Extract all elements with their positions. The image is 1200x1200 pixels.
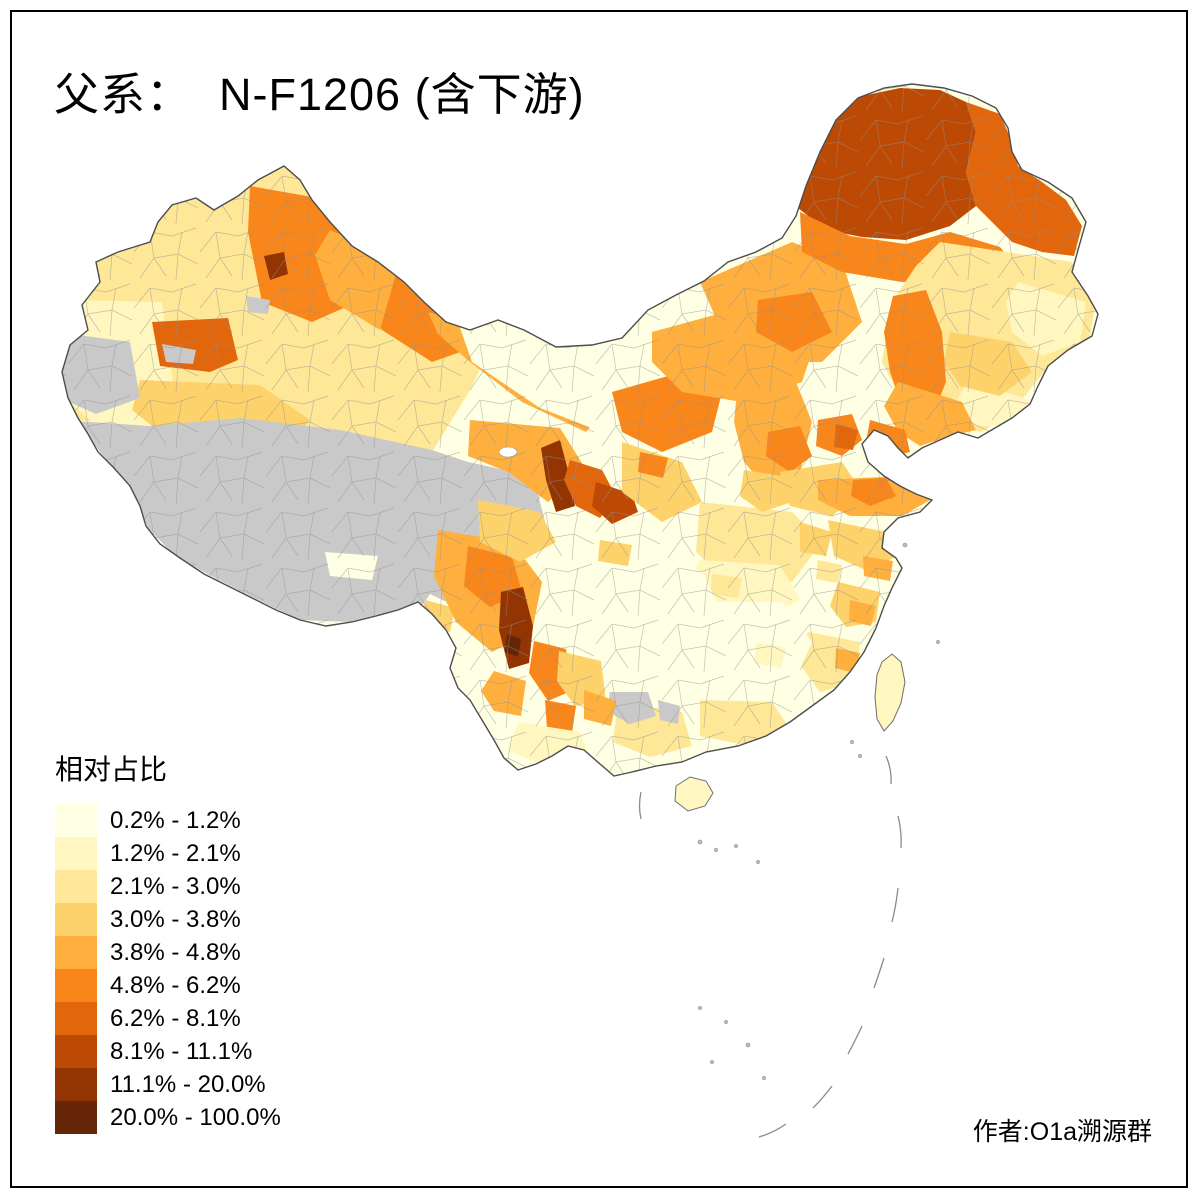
legend-item: 3.8% - 4.8% xyxy=(55,936,281,969)
map-fill-layer xyxy=(62,84,1098,776)
attribution: 作者:O1a溯源群 xyxy=(972,1118,1152,1146)
legend-label: 20.0% - 100.0% xyxy=(110,1103,281,1131)
legend-swatch xyxy=(55,1101,97,1134)
legend-label: 8.1% - 11.1% xyxy=(110,1037,253,1065)
small-islands xyxy=(697,542,940,1080)
legend-label: 3.0% - 3.8% xyxy=(110,905,241,933)
legend-item: 4.8% - 6.2% xyxy=(55,969,281,1002)
legend-item: 3.0% - 3.8% xyxy=(55,903,281,936)
legend-swatch xyxy=(55,870,97,903)
legend-label: 1.2% - 2.1% xyxy=(110,839,241,867)
south-china-sea-dashes xyxy=(638,755,902,1138)
legend-swatch xyxy=(55,1002,97,1035)
legend-label: 2.1% - 3.0% xyxy=(110,872,241,900)
legend-swatch xyxy=(55,936,97,969)
legend-label: 0.2% - 1.2% xyxy=(110,806,241,834)
taiwan-island xyxy=(874,653,906,732)
legend-item: 2.1% - 3.0% xyxy=(55,870,281,903)
legend-item: 20.0% - 100.0% xyxy=(55,1101,281,1134)
legend-swatch xyxy=(55,903,97,936)
legend-label: 11.1% - 20.0% xyxy=(110,1070,266,1098)
legend-label: 4.8% - 6.2% xyxy=(110,971,241,999)
hainan-island xyxy=(674,776,714,812)
legend-label: 6.2% - 8.1% xyxy=(110,1004,241,1032)
legend-swatch xyxy=(55,804,97,837)
legend-swatch xyxy=(55,837,97,870)
map-title: 父系： N-F1206 (含下游) xyxy=(54,69,585,120)
legend-swatch xyxy=(55,969,97,1002)
legend-label: 3.8% - 4.8% xyxy=(110,938,241,966)
legend-item: 11.1% - 20.0% xyxy=(55,1068,281,1101)
legend: 相对占比 0.2% - 1.2% 1.2% - 2.1% 2.1% - 3.0%… xyxy=(55,748,281,1134)
legend-title: 相对占比 xyxy=(55,754,168,785)
legend-item: 8.1% - 11.1% xyxy=(55,1035,281,1068)
legend-swatch xyxy=(55,1035,97,1068)
prefecture-borders-texture xyxy=(62,84,1098,776)
legend-swatch xyxy=(55,1068,97,1101)
legend-item: 6.2% - 8.1% xyxy=(55,1002,281,1035)
legend-item: 0.2% - 1.2% xyxy=(55,804,281,837)
legend-item: 1.2% - 2.1% xyxy=(55,837,281,870)
